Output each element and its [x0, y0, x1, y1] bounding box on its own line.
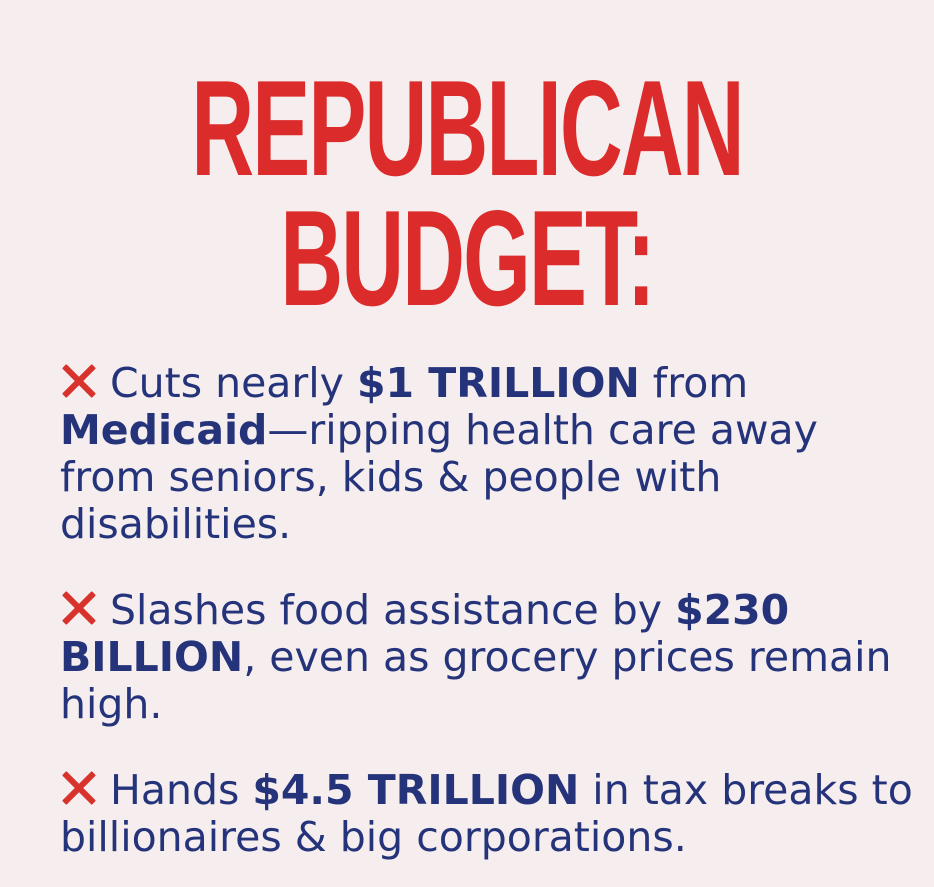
point-highlight-amount: $1 TRILLION: [356, 359, 640, 407]
point-text: Cuts nearly: [110, 359, 357, 407]
point-text: Slashes food assistance by: [110, 586, 676, 634]
point-medicaid-cuts: Cuts nearly $1 TRILLION from Medicaid—ri…: [60, 360, 920, 548]
point-text: in tax breaks to billionaires & big corp…: [60, 766, 913, 861]
point-text: from: [639, 359, 749, 407]
point-highlight-amount: $230 BILLION: [60, 586, 790, 681]
point-tax-breaks: Hands $4.5 TRILLION in tax breaks to bil…: [60, 767, 920, 861]
x-mark-icon: [60, 589, 98, 627]
point-highlight-program: Medicaid: [60, 406, 268, 454]
budget-points-list: Cuts nearly $1 TRILLION from Medicaid—ri…: [60, 360, 920, 861]
point-highlight-amount: $4.5 TRILLION: [252, 766, 580, 814]
point-food-assistance-cuts: Slashes food assistance by $230 BILLION,…: [60, 587, 920, 728]
point-text: —ripping health care away from seniors, …: [60, 406, 818, 548]
x-mark-icon: [60, 769, 98, 807]
point-text: , even as grocery prices remain high.: [60, 633, 892, 728]
headline-line-1: REPUBLICAN: [191, 52, 744, 204]
point-text: Hands: [110, 766, 253, 814]
headline-line-2: BUDGET:: [280, 182, 655, 334]
x-mark-icon: [60, 362, 98, 400]
